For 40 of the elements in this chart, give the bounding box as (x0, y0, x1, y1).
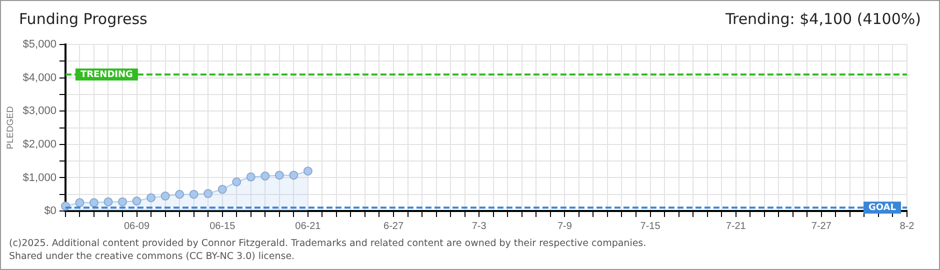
x-tick-label: 7-21 (726, 220, 746, 232)
point (204, 189, 213, 198)
ref-line-label: GOAL (868, 203, 896, 214)
point (232, 177, 242, 186)
point (175, 190, 184, 199)
y-axis-title: PLEDGED (4, 106, 15, 150)
y-tick-label: $4,000 (22, 72, 56, 84)
y-tick-label: $2,000 (22, 138, 56, 150)
point (75, 198, 84, 208)
x-tick-label: 7-15 (640, 220, 661, 232)
y-tick-label: $0 (44, 205, 56, 218)
chart-title: Funding Progress (19, 10, 148, 28)
point (104, 197, 113, 206)
point (303, 166, 312, 176)
text: Shared under the creative commons (CC BY-NC 3.0) license. (9, 250, 296, 263)
y-tick-label: $5,000 (22, 38, 56, 51)
chart-subtitle: Trending: $4,100 (4100%) (726, 10, 921, 28)
x-tick-label: 6-27 (384, 220, 404, 232)
point (118, 197, 127, 206)
point (246, 172, 256, 182)
point (260, 172, 270, 181)
text: (c)2025. Additional content provided by Connor Fitzgerald. Trademarks and related content are owned by their respective companies. (9, 237, 646, 250)
y-tick-label: $1,000 (22, 172, 56, 184)
ref-line-label: TRENDING (80, 70, 133, 80)
x-tick-label: 06-21 (295, 220, 322, 232)
x-tick-label: 7-9 (557, 220, 572, 232)
point (274, 170, 284, 180)
x-tick-label: 7-3 (472, 220, 487, 232)
point (189, 190, 198, 199)
point (89, 198, 98, 208)
x-tick-label: 06-15 (210, 220, 236, 232)
point (289, 170, 298, 180)
point (218, 184, 227, 194)
x-tick-label: 8-2 (900, 220, 915, 232)
x-tick-label: 06-09 (124, 220, 150, 232)
point (146, 193, 156, 202)
x-tick-label: 7-27 (811, 220, 832, 232)
point (132, 196, 142, 206)
point (160, 192, 170, 201)
y-tick-label: $3,000 (22, 105, 56, 118)
